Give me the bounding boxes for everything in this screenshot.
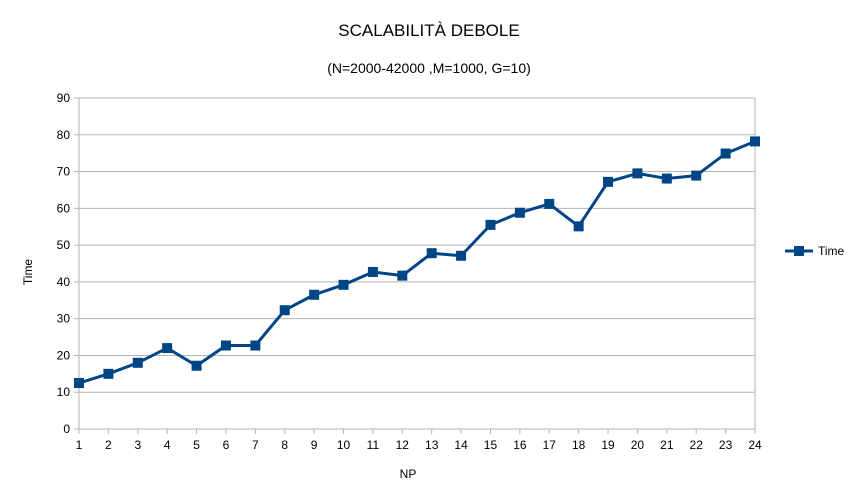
data-point	[74, 378, 84, 389]
data-point	[573, 221, 584, 232]
x-tick-label: 1	[76, 438, 83, 452]
x-tick-label: 17	[543, 438, 557, 452]
data-point	[103, 368, 114, 379]
y-tick-label: 40	[57, 275, 71, 289]
x-tick-label: 6	[223, 438, 230, 452]
data-point	[750, 136, 760, 147]
y-tick-label: 50	[57, 238, 71, 252]
data-point	[162, 343, 173, 354]
data-point	[132, 357, 143, 368]
x-tick-label: 3	[134, 438, 141, 452]
y-tick-label: 70	[57, 165, 71, 179]
x-tick-label: 11	[367, 438, 380, 452]
y-tick-label: 20	[57, 348, 71, 362]
y-axis-label: Time	[21, 259, 35, 286]
data-point	[514, 207, 525, 218]
x-tick-label: 14	[454, 438, 468, 452]
grid	[74, 97, 756, 434]
data-point	[367, 266, 378, 277]
x-tick-label: 21	[660, 438, 674, 452]
data-point	[338, 279, 349, 290]
legend-marker	[794, 246, 804, 256]
x-tick-label: 13	[425, 438, 439, 452]
y-axis-ticks: 0 10 20 30 40 50 60 70 80 90	[57, 91, 71, 436]
data-point	[720, 148, 731, 159]
y-tick-label: 0	[63, 422, 70, 436]
x-tick-label: 20	[631, 438, 645, 452]
y-tick-label: 80	[57, 128, 71, 142]
data-point	[661, 173, 672, 184]
data-point	[456, 250, 467, 261]
data-point	[691, 170, 702, 181]
data-point	[603, 176, 614, 187]
x-tick-label: 10	[337, 438, 351, 452]
chart-subtitle: (N=2000-42000 ,M=1000, G=10)	[327, 60, 531, 76]
x-axis-ticks: 1 2 3 4 5 6 7 8 9 10 11 12 13 14 15 16 17 18 19 20 21 22 23 24	[76, 429, 762, 452]
x-tick-label: 24	[748, 438, 762, 452]
data-point	[220, 340, 231, 351]
chart-title: SCALABILITÀ DEBOLE	[338, 21, 519, 40]
data-point	[279, 305, 290, 316]
data-point	[309, 289, 320, 300]
data-point	[632, 168, 643, 179]
x-tick-label: 16	[513, 438, 527, 452]
y-tick-label: 30	[57, 312, 71, 326]
legend: Time	[785, 244, 845, 258]
data-point	[191, 360, 202, 371]
series-group	[74, 136, 760, 389]
x-tick-label: 9	[311, 438, 318, 452]
data-point	[485, 219, 496, 230]
y-tick-label: 60	[57, 201, 71, 215]
x-tick-label: 2	[105, 438, 112, 452]
data-point	[250, 340, 261, 351]
y-tick-label: 10	[57, 385, 71, 399]
x-tick-label: 4	[164, 438, 171, 452]
x-tick-label: 23	[719, 438, 733, 452]
x-tick-label: 22	[690, 438, 704, 452]
x-tick-label: 8	[281, 438, 288, 452]
x-tick-label: 7	[252, 438, 259, 452]
series-line	[78, 140, 756, 385]
x-tick-label: 19	[601, 438, 615, 452]
data-point	[544, 198, 555, 209]
x-axis-label: NP	[400, 467, 417, 481]
legend-label: Time	[818, 244, 845, 258]
x-tick-label: 18	[572, 438, 586, 452]
data-point	[426, 248, 437, 259]
data-point	[397, 270, 408, 281]
x-tick-label: 12	[396, 438, 410, 452]
y-tick-label: 90	[57, 91, 71, 105]
x-tick-label: 15	[484, 438, 498, 452]
x-tick-label: 5	[193, 438, 200, 452]
